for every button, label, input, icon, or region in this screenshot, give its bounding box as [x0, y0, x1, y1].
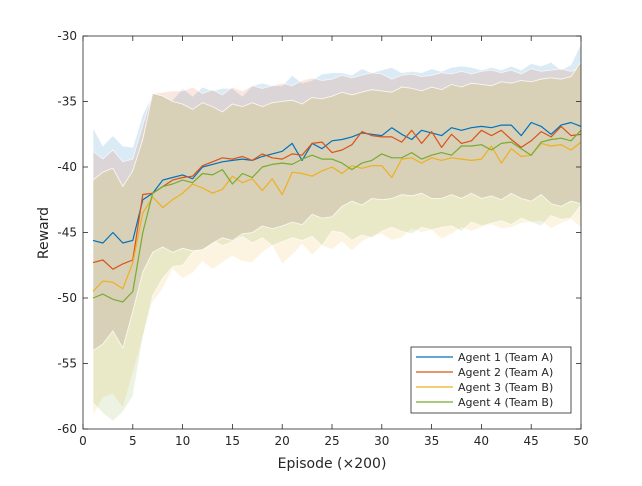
series-line-3 — [92, 141, 582, 292]
y-tick-label: -35 — [57, 95, 77, 109]
x-tick-label: 15 — [225, 434, 240, 448]
x-tick-label: 50 — [573, 434, 588, 448]
series-line-2 — [92, 125, 582, 270]
series-lines — [92, 121, 582, 303]
x-tick-label: 35 — [424, 434, 439, 448]
legend-label: Agent 2 (Team A) — [458, 366, 553, 379]
x-axis-label: Episode (×200) — [278, 456, 387, 472]
x-tick-label: 40 — [474, 434, 489, 448]
series-line-1 — [92, 121, 582, 244]
y-tick-label: -45 — [57, 226, 77, 240]
y-tick-label: -55 — [57, 357, 77, 371]
x-tick-label: 25 — [324, 434, 339, 448]
y-tick-label: -50 — [57, 291, 77, 305]
x-tick-label: 0 — [79, 434, 87, 448]
legend-label: Agent 3 (Team B) — [458, 381, 553, 394]
y-axis-label: Reward — [36, 207, 52, 259]
y-tick-label: -40 — [57, 160, 77, 174]
series-line-4 — [92, 129, 582, 303]
axes: 0 5 10 15 20 25 30 35 40 45 50 -60 -55 -50 -45 -40 -35 -3… — [57, 29, 588, 448]
legend-label: Agent 4 (Team B) — [458, 396, 553, 409]
x-tick-label: 30 — [374, 434, 389, 448]
x-tick-label: 5 — [129, 434, 137, 448]
x-tick-label: 45 — [524, 434, 539, 448]
legend-label: Agent 1 (Team A) — [458, 351, 553, 364]
y-tick-label: -60 — [57, 422, 77, 436]
y-tick-label: -30 — [57, 29, 77, 43]
legend: Agent 1 (Team A) Agent 2 (Team A) Agent 3 … — [410, 346, 572, 414]
x-tick-label: 20 — [275, 434, 290, 448]
x-tick-label: 10 — [175, 434, 190, 448]
